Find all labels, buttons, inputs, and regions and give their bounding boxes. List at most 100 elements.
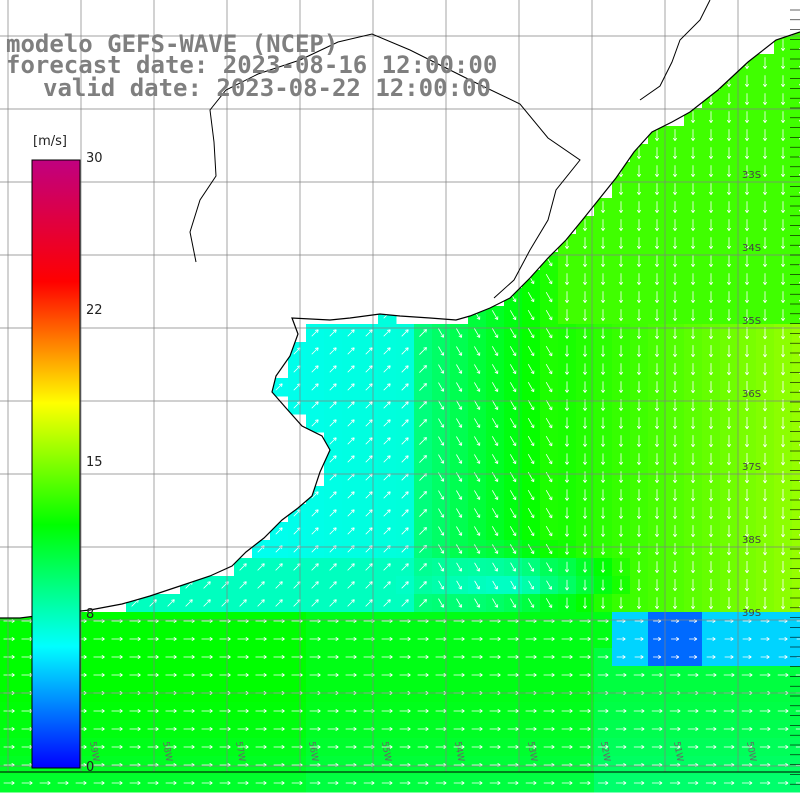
wind-vector xyxy=(636,291,642,303)
wind-vector xyxy=(165,708,177,714)
wind-vector xyxy=(636,255,642,267)
wind-vector xyxy=(600,201,606,213)
wind-vector xyxy=(491,364,499,374)
wind-vector xyxy=(600,291,606,303)
wind-vector xyxy=(744,345,750,358)
wind-vector xyxy=(654,201,660,213)
wind-vector xyxy=(780,273,786,285)
wind-vector xyxy=(582,561,588,573)
wind-vector xyxy=(527,544,535,555)
wind-vector xyxy=(527,346,535,357)
wind-vector xyxy=(636,543,642,555)
wind-vector xyxy=(723,744,735,750)
wind-vector xyxy=(653,636,662,642)
wind-vector xyxy=(471,780,483,786)
wind-vector xyxy=(401,419,409,427)
wind-vector xyxy=(582,309,588,321)
wind-vector xyxy=(381,780,393,786)
wind-vector xyxy=(528,580,534,590)
wind-vector xyxy=(690,561,696,574)
wind-vector xyxy=(564,291,570,303)
wind-vector xyxy=(365,563,373,571)
field-cell xyxy=(792,612,800,631)
wind-vector xyxy=(780,93,786,105)
wind-vector xyxy=(780,75,786,87)
wind-vector xyxy=(726,363,732,376)
wind-vector xyxy=(672,507,678,520)
wind-vector xyxy=(474,364,481,374)
wind-vector xyxy=(618,435,624,447)
wind-vector xyxy=(744,147,750,159)
wind-vector xyxy=(545,381,553,393)
wind-vector xyxy=(129,654,141,660)
latitude-label: 38S xyxy=(742,535,761,546)
wind-vector xyxy=(795,746,800,748)
wind-vector xyxy=(777,780,789,786)
wind-vector xyxy=(762,183,768,195)
wind-vector xyxy=(363,780,375,786)
wind-vector xyxy=(474,490,481,500)
longitude-label: 53W xyxy=(525,741,538,763)
wind-vector xyxy=(453,744,465,750)
wind-vector xyxy=(93,744,105,750)
wind-vector xyxy=(672,435,678,448)
wind-vector xyxy=(201,780,213,786)
wind-vector xyxy=(705,780,717,786)
wind-vector xyxy=(780,165,786,177)
wind-vector xyxy=(636,201,642,213)
wind-vector xyxy=(491,328,499,338)
wind-vector xyxy=(654,345,660,357)
wind-vector xyxy=(669,708,681,714)
wind-vector xyxy=(456,436,463,446)
wind-vector xyxy=(545,345,553,357)
wind-vector xyxy=(708,111,714,123)
wind-vector xyxy=(762,57,768,69)
wind-vector xyxy=(618,309,624,321)
wind-vector xyxy=(510,580,516,590)
wind-vector xyxy=(654,453,660,465)
wind-vector xyxy=(365,383,373,391)
wind-vector xyxy=(474,544,481,554)
wind-vector xyxy=(723,708,735,714)
wind-vector xyxy=(275,527,283,535)
wind-vector xyxy=(329,563,337,571)
wind-vector xyxy=(492,598,499,608)
wind-vector xyxy=(618,381,624,393)
wind-vector xyxy=(545,453,553,465)
wind-vector xyxy=(438,562,444,572)
wind-vector xyxy=(564,579,570,591)
wind-vector xyxy=(600,597,606,609)
latitude-label: 36S xyxy=(742,389,761,400)
wind-vector xyxy=(564,327,570,339)
wind-vector xyxy=(726,291,732,303)
wind-vector xyxy=(744,237,750,249)
wind-vector xyxy=(383,347,391,355)
wind-vector xyxy=(129,708,141,714)
wind-vector xyxy=(618,183,624,195)
wind-vector xyxy=(111,726,123,732)
wind-vector xyxy=(93,780,105,786)
wind-vector xyxy=(456,562,462,572)
wind-vector xyxy=(327,780,339,786)
wind-vector xyxy=(401,383,409,391)
wind-vector xyxy=(726,327,732,340)
field-cell xyxy=(792,306,800,325)
wind-vector xyxy=(780,237,786,249)
wind-vector xyxy=(3,780,15,786)
wind-vector xyxy=(795,710,800,712)
wind-vector xyxy=(545,543,553,555)
wind-vector xyxy=(399,654,411,660)
wind-vector xyxy=(399,744,411,750)
wind-vector xyxy=(509,328,517,339)
wind-vector xyxy=(417,636,429,642)
wind-vector xyxy=(419,491,427,499)
wind-vector xyxy=(75,780,87,786)
wind-vector xyxy=(453,654,465,660)
wind-vector xyxy=(726,183,732,195)
wind-vector xyxy=(456,598,463,608)
wind-vector xyxy=(255,780,267,786)
wind-vector xyxy=(723,726,735,732)
wind-vector xyxy=(438,346,445,356)
wind-vector xyxy=(744,489,750,502)
wind-vector xyxy=(545,327,553,339)
